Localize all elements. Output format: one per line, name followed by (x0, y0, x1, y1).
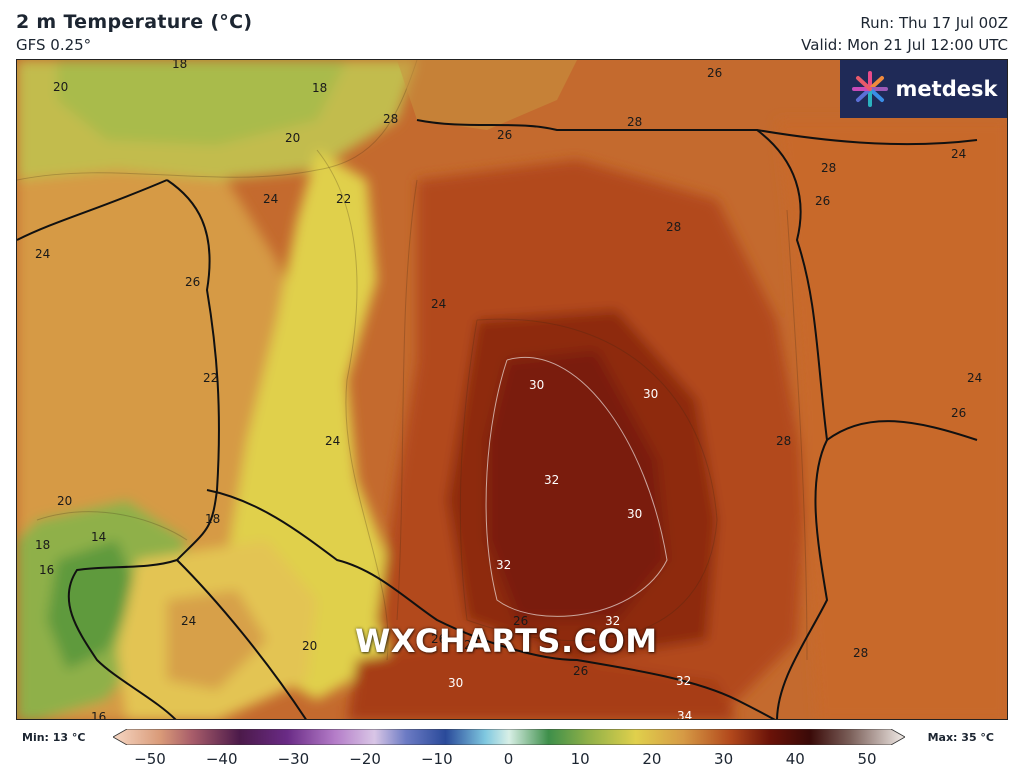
color-scale-tick: 40 (785, 750, 805, 768)
color-scale-tick: 0 (503, 750, 514, 768)
isotherm-label: 18 (35, 538, 50, 552)
isotherm-label: 32 (496, 558, 511, 572)
isotherm-label: 28 (383, 112, 398, 126)
color-scale-tick: −30 (277, 750, 310, 768)
color-scale-tick: −10 (420, 750, 453, 768)
burst-icon (851, 71, 888, 107)
color-scale-tick: 10 (570, 750, 590, 768)
isotherm-label: 32 (605, 614, 620, 628)
isotherm-label: 24 (967, 371, 982, 385)
isotherm-label: 30 (643, 387, 658, 401)
isotherm-label: 28 (821, 161, 836, 175)
color-scale-tick: 50 (857, 750, 877, 768)
isotherm-label: 32 (676, 674, 691, 688)
temperature-shading (17, 60, 1007, 719)
isotherm-label: 30 (627, 507, 642, 521)
hot-isotherm-lines (485, 357, 668, 617)
isotherm-label: 26 (707, 66, 722, 80)
color-scale-tick: 30 (714, 750, 734, 768)
min-temperature-label: Min: 13 °C (22, 731, 86, 744)
isotherm-label: 20 (53, 80, 68, 94)
isotherm-label: 24 (263, 192, 278, 206)
wxcharts-watermark: WXCHARTS.COM (355, 622, 658, 660)
isotherm-label: 26 (185, 275, 200, 289)
isotherm-label: 24 (431, 297, 446, 311)
isotherm-label: 24 (464, 638, 479, 652)
metdesk-logo[interactable]: metdesk (840, 60, 1007, 118)
isotherm-lines (17, 60, 808, 661)
map-canvas: 18 18 20 20 24 22 24 26 24 22 24 20 18 1… (17, 60, 1007, 720)
isotherm-labels: 18 18 20 20 24 22 24 26 24 22 24 20 18 1… (35, 60, 982, 720)
color-scale-tick: −40 (205, 750, 238, 768)
isotherm-label: 24 (35, 247, 50, 261)
color-scale-tick: −50 (134, 750, 166, 768)
map-title: 2 m Temperature (°C) (16, 11, 253, 33)
isotherm-label: 28 (666, 220, 681, 234)
isotherm-label: 18 (205, 512, 220, 526)
run-label: Run: Thu 17 Jul 00Z (860, 14, 1008, 32)
logo-text: metdesk (895, 77, 998, 101)
max-temperature-label: Max: 35 °C (927, 731, 994, 744)
model-label: GFS 0.25° (16, 36, 92, 54)
color-scale-ticks: −50 −40 −30 −20 −10 0 10 20 30 40 50 (0, 750, 1024, 770)
isotherm-label: 26 (815, 194, 830, 208)
country-borders (17, 119, 978, 719)
valid-time-label: Valid: Mon 21 Jul 12:00 UTC (801, 36, 1008, 54)
isotherm-label: 32 (544, 473, 559, 487)
color-scale-bar (113, 729, 905, 745)
isotherm-label: 34 (677, 709, 692, 720)
color-scale-tick: −20 (349, 750, 381, 768)
isotherm-label: 30 (529, 378, 544, 392)
isotherm-label: 24 (181, 614, 196, 628)
isotherm-label: 22 (203, 371, 218, 385)
isotherm-label: 22 (336, 192, 351, 206)
isotherm-label: 24 (325, 434, 340, 448)
sea-area (397, 60, 577, 130)
isotherm-label: 30 (448, 676, 463, 690)
isotherm-label: 20 (285, 131, 300, 145)
isotherm-label: 28 (776, 434, 791, 448)
isotherm-label: 16 (91, 710, 106, 720)
isotherm-label: 26 (951, 406, 966, 420)
color-scale-tick: 20 (642, 750, 662, 768)
isotherm-label: 28 (627, 115, 642, 129)
isotherm-label: 28 (853, 646, 868, 660)
isotherm-label: 26 (497, 128, 512, 142)
temperature-map: 18 18 20 20 24 22 24 26 24 22 24 20 18 1… (16, 59, 1008, 720)
isotherm-label: 16 (39, 563, 54, 577)
isotherm-label: 26 (513, 614, 528, 628)
isotherm-label: 26 (431, 632, 446, 646)
isotherm-label: 18 (172, 60, 187, 71)
isotherm-label: 26 (573, 664, 588, 678)
isotherm-label: 20 (302, 639, 317, 653)
isotherm-label: 20 (57, 494, 72, 508)
isotherm-label: 24 (951, 147, 966, 161)
isotherm-label: 18 (312, 81, 327, 95)
isotherm-label: 14 (91, 530, 106, 544)
